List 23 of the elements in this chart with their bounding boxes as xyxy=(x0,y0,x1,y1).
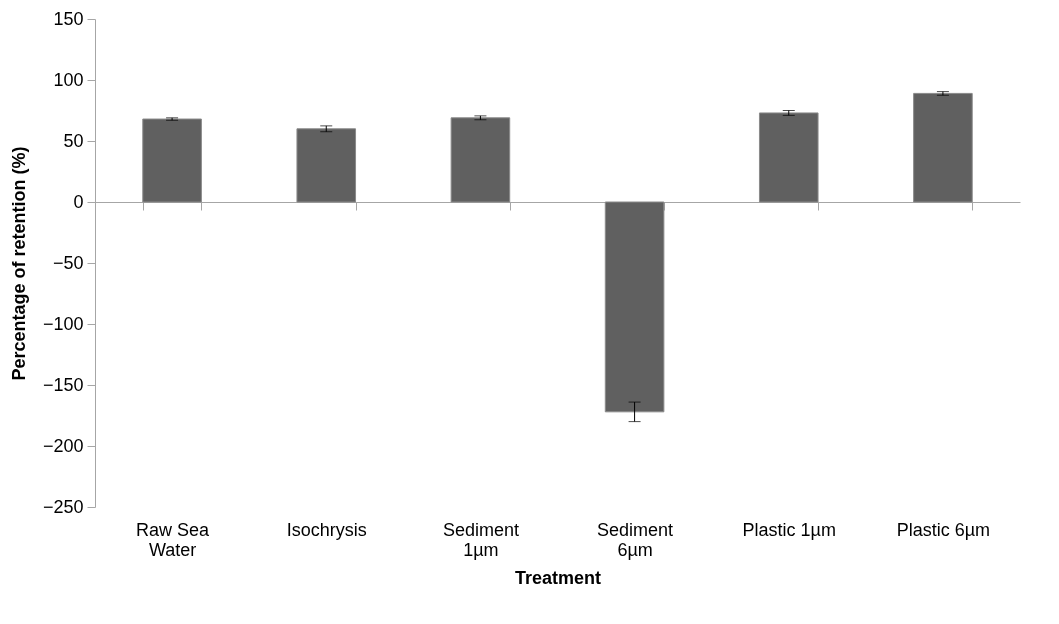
x-tick-label: Sediment 6µm xyxy=(597,519,674,560)
bar xyxy=(758,112,819,203)
bar xyxy=(913,92,973,203)
x-tick-label: Isochrysis xyxy=(286,519,367,540)
y-tick-label: 50 xyxy=(63,130,84,151)
x-tick-label: Plastic 1µm xyxy=(742,519,836,540)
x-tick-label: Plastic 6µm xyxy=(896,519,991,540)
y-tick-label: −100 xyxy=(42,313,84,334)
y-tick-label: −50 xyxy=(52,252,84,273)
y-axis-title: Percentage of retention (%) xyxy=(8,146,29,381)
bar xyxy=(142,118,202,203)
x-tick-label: Sediment 1µm xyxy=(442,519,519,560)
x-axis-title: Treatment xyxy=(514,567,602,588)
x-tick-label: Raw Sea Water xyxy=(136,519,211,560)
y-tick-label: 0 xyxy=(73,191,84,212)
y-tick-label: 150 xyxy=(53,8,84,29)
y-tick-label: −150 xyxy=(42,374,84,395)
y-tick-label: −250 xyxy=(42,496,84,517)
bar xyxy=(450,117,511,203)
y-tick-label: 100 xyxy=(53,69,84,90)
y-tick-label: −200 xyxy=(42,435,84,456)
bar xyxy=(604,201,665,413)
bar xyxy=(296,128,357,203)
